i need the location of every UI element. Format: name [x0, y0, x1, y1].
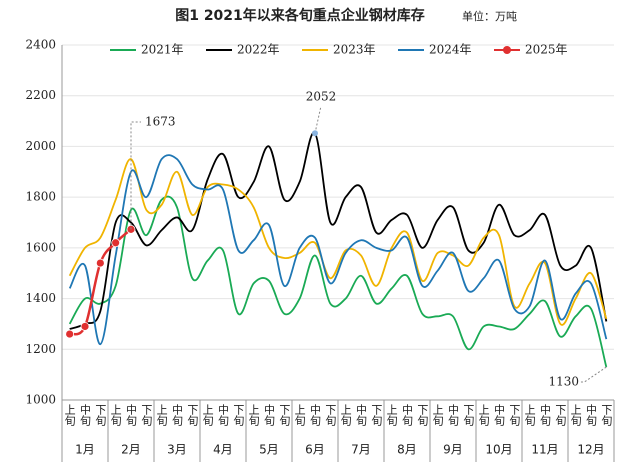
y-tick-label: 1600 [25, 240, 56, 254]
y-tick-label: 1800 [25, 190, 56, 204]
x-tick-label: 中旬 [585, 404, 598, 427]
x-tick-label: 下旬 [94, 404, 107, 427]
x-tick-label: 上旬 [63, 404, 76, 427]
x-tick-label: 下旬 [278, 404, 291, 427]
x-tick-label: 上旬 [477, 404, 490, 427]
x-tick-label: 下旬 [508, 404, 521, 427]
series-marker [111, 238, 121, 248]
month-label: 2月 [121, 443, 141, 457]
chart-title: 图1 2021年以来各旬重点企业钢材库存 [175, 7, 425, 24]
x-tick-label: 中旬 [539, 404, 552, 427]
month-label: 5月 [259, 443, 279, 457]
annotation: 2052 [306, 90, 337, 104]
month-label: 10月 [485, 443, 512, 457]
y-tick-label: 1400 [25, 291, 56, 305]
x-tick-label: 中旬 [355, 404, 368, 427]
annotation-dot [312, 130, 318, 137]
y-tick-label: 1000 [25, 393, 56, 407]
x-tick-label: 下旬 [554, 404, 567, 427]
month-label: 6月 [305, 443, 325, 457]
annotation-leader [580, 366, 607, 383]
series-marker [95, 258, 105, 268]
month-label: 8月 [397, 443, 417, 457]
x-tick-label: 上旬 [247, 404, 260, 427]
x-tick-label: 上旬 [339, 404, 352, 427]
legend-label: 2022年 [237, 43, 280, 57]
x-tick-label: 下旬 [600, 404, 613, 427]
legend-label: 2023年 [333, 43, 376, 57]
x-tick-label: 上旬 [431, 404, 444, 427]
legend-label: 2025年 [525, 43, 568, 57]
y-tick-label: 2000 [25, 139, 56, 153]
x-tick-label: 上旬 [109, 404, 122, 427]
legend-label: 2021年 [141, 43, 184, 57]
legend-label: 2024年 [429, 43, 472, 57]
x-tick-label: 下旬 [140, 404, 153, 427]
series-marker [65, 329, 75, 339]
x-tick-label: 中旬 [309, 404, 322, 427]
x-tick-label: 上旬 [569, 404, 582, 427]
x-tick-label: 下旬 [462, 404, 475, 427]
x-tick-label: 中旬 [447, 404, 460, 427]
x-tick-label: 中旬 [171, 404, 184, 427]
x-tick-label: 上旬 [523, 404, 536, 427]
month-label: 9月 [443, 443, 463, 457]
series-line [68, 154, 608, 346]
y-tick-label: 2200 [25, 88, 56, 102]
x-tick-label: 中旬 [79, 404, 92, 427]
month-label: 12月 [577, 443, 604, 457]
x-tick-label: 上旬 [201, 404, 214, 427]
month-label: 7月 [351, 443, 371, 457]
annotation: 1673 [145, 115, 176, 129]
x-tick-label: 下旬 [416, 404, 429, 427]
unit-label: 单位：万吨 [462, 9, 517, 23]
x-tick-label: 上旬 [155, 404, 168, 427]
month-label: 4月 [213, 443, 233, 457]
series-line [69, 131, 608, 330]
x-tick-label: 下旬 [232, 404, 245, 427]
series-marker [80, 322, 90, 331]
x-tick-label: 中旬 [217, 404, 230, 427]
x-tick-label: 下旬 [186, 404, 199, 427]
month-label: 3月 [167, 443, 187, 457]
x-tick-label: 下旬 [370, 404, 383, 427]
month-label: 11月 [531, 443, 558, 457]
x-tick-label: 中旬 [401, 404, 414, 427]
x-tick-label: 中旬 [493, 404, 506, 427]
x-tick-label: 下旬 [324, 404, 337, 427]
series-line [68, 195, 608, 368]
annotation-leader [314, 105, 322, 134]
x-tick-label: 上旬 [385, 404, 398, 427]
y-tick-label: 2400 [25, 38, 56, 52]
series-line [69, 228, 132, 336]
month-label: 1月 [75, 443, 95, 457]
x-tick-label: 上旬 [293, 404, 306, 427]
y-tick-label: 1200 [25, 342, 56, 356]
x-tick-label: 中旬 [125, 404, 138, 427]
x-tick-label: 中旬 [263, 404, 276, 427]
series-line [68, 158, 608, 326]
annotation: 1130 [548, 375, 579, 389]
legend-marker [503, 46, 511, 54]
